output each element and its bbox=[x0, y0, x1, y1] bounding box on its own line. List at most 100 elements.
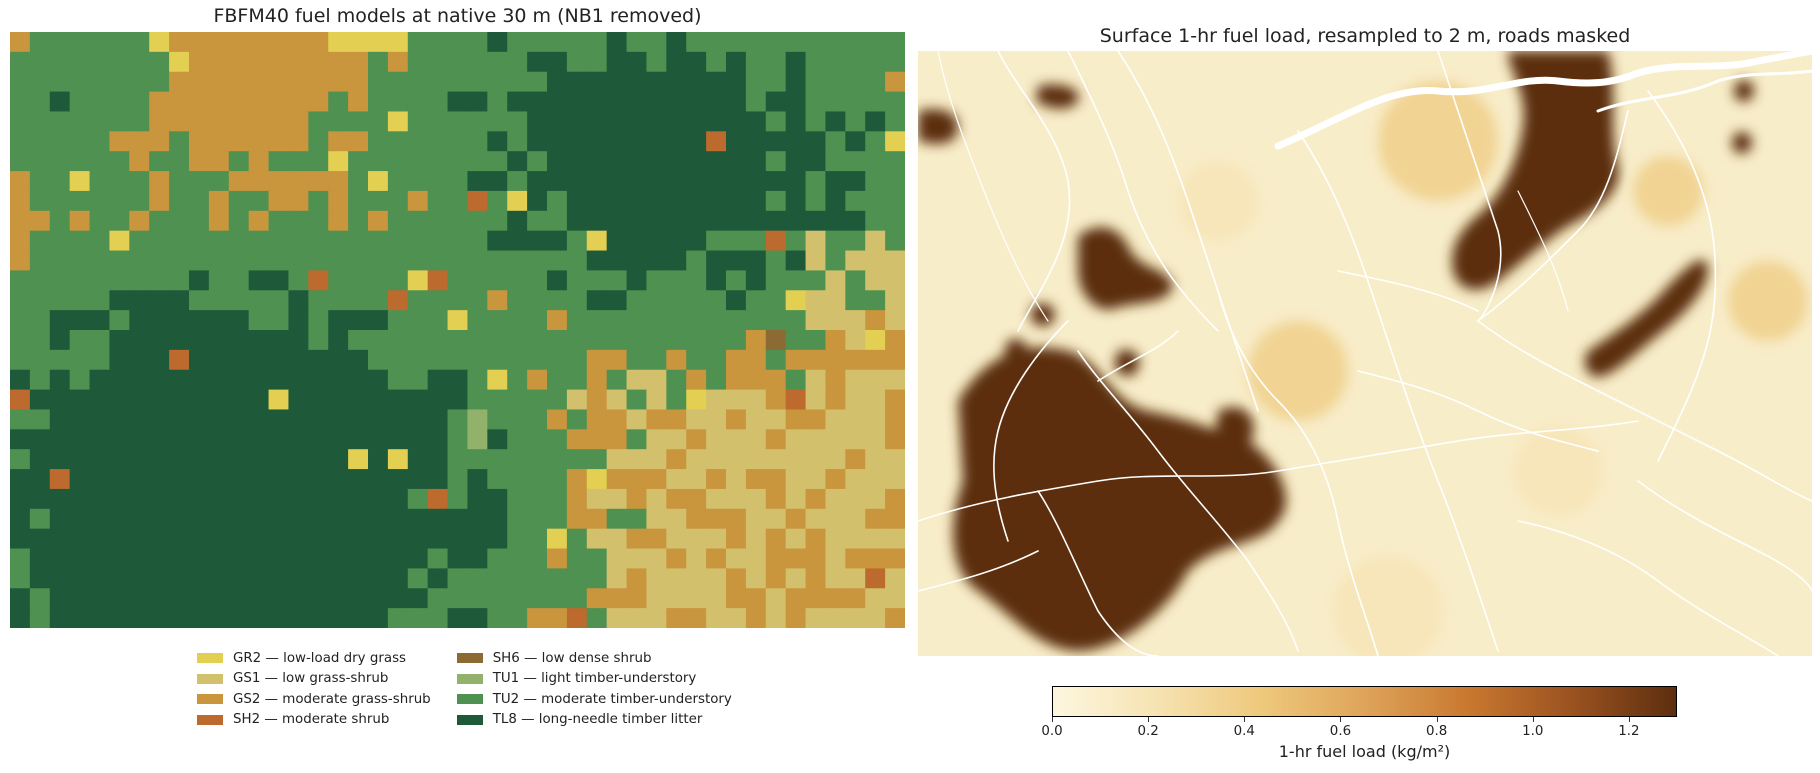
raster-cell bbox=[566, 210, 588, 232]
raster-cell bbox=[169, 151, 190, 172]
raster-cell bbox=[368, 409, 389, 430]
raster-cell bbox=[626, 608, 648, 628]
legend-column-1: GR2 — low-load dry grass GS1 — low grass-… bbox=[197, 648, 431, 730]
raster-cell bbox=[328, 131, 349, 152]
raster-cell bbox=[586, 210, 608, 232]
raster-cell bbox=[49, 568, 71, 589]
raster-cell bbox=[765, 588, 787, 609]
raster-cell bbox=[328, 210, 349, 232]
raster-cell bbox=[49, 429, 71, 450]
raster-cell bbox=[666, 429, 687, 450]
raster-cell bbox=[89, 151, 111, 172]
raster-cell bbox=[527, 190, 548, 212]
raster-cell bbox=[785, 270, 807, 291]
raster-cell bbox=[288, 369, 309, 391]
raster-cell bbox=[745, 528, 767, 550]
legend-swatch bbox=[197, 714, 223, 725]
raster-cell bbox=[706, 151, 727, 172]
raster-cell bbox=[865, 51, 886, 73]
raster-cell bbox=[109, 230, 130, 252]
road-line bbox=[1077, 350, 1299, 652]
raster-cell bbox=[666, 91, 687, 113]
raster-cell bbox=[228, 71, 250, 93]
raster-cell bbox=[308, 230, 329, 252]
raster-cell bbox=[586, 588, 608, 609]
raster-cell bbox=[666, 449, 687, 470]
raster-cell bbox=[467, 449, 488, 470]
raster-cell bbox=[646, 369, 667, 391]
raster-cell bbox=[288, 469, 309, 490]
legend-label: TL8 — long-needle timber litter bbox=[492, 712, 703, 728]
raster-cell bbox=[427, 349, 449, 371]
raster-cell bbox=[785, 111, 807, 132]
raster-cell bbox=[845, 91, 866, 113]
raster-cell bbox=[308, 369, 329, 391]
raster-cell bbox=[527, 449, 548, 470]
raster-cell bbox=[865, 210, 886, 232]
raster-cell bbox=[726, 32, 747, 53]
raster-cell bbox=[248, 429, 270, 450]
raster-cell bbox=[407, 588, 429, 609]
raster-cell bbox=[825, 290, 846, 311]
raster-cell bbox=[328, 270, 349, 291]
raster-cell bbox=[248, 330, 270, 351]
legend-item-sh6: SH6 — low dense shrub bbox=[456, 648, 732, 669]
legend-swatch bbox=[456, 653, 483, 664]
raster-cell bbox=[29, 429, 51, 450]
road-line bbox=[1596, 69, 1812, 113]
raster-cell bbox=[169, 32, 190, 53]
raster-cell bbox=[387, 91, 409, 113]
raster-cell bbox=[308, 151, 329, 172]
raster-cell bbox=[745, 111, 767, 132]
raster-cell bbox=[308, 568, 329, 589]
raster-cell bbox=[586, 91, 608, 113]
raster-cell bbox=[745, 230, 767, 252]
raster-cell bbox=[646, 608, 667, 628]
raster-cell bbox=[765, 528, 787, 550]
raster-cell bbox=[129, 608, 150, 628]
colorbar-tick-mark bbox=[1052, 717, 1053, 722]
raster-cell bbox=[89, 429, 111, 450]
raster-cell bbox=[785, 32, 807, 53]
raster-cell bbox=[189, 548, 210, 569]
raster-cell bbox=[407, 409, 429, 430]
raster-cell bbox=[149, 171, 170, 192]
legend-label: TU1 — light timber-understory bbox=[492, 671, 697, 687]
raster-cell bbox=[865, 111, 886, 132]
raster-cell bbox=[348, 588, 369, 609]
raster-cell bbox=[129, 230, 150, 252]
raster-cell bbox=[387, 310, 409, 331]
raster-cell bbox=[308, 310, 329, 331]
raster-cell bbox=[467, 588, 488, 609]
raster-cell bbox=[427, 51, 449, 73]
raster-cell bbox=[368, 131, 389, 152]
raster-cell bbox=[69, 310, 91, 331]
raster-cell bbox=[368, 310, 389, 331]
raster-cell bbox=[109, 151, 130, 172]
raster-cell bbox=[547, 429, 568, 450]
raster-cell bbox=[726, 488, 747, 510]
raster-cell bbox=[686, 469, 707, 490]
raster-cell bbox=[387, 32, 409, 53]
raster-cell bbox=[586, 488, 608, 510]
raster-cell bbox=[228, 469, 250, 490]
raster-cell bbox=[10, 608, 31, 628]
raster-cell bbox=[328, 568, 349, 589]
raster-cell bbox=[29, 71, 51, 93]
raster-cell bbox=[785, 429, 807, 450]
raster-cell bbox=[69, 151, 91, 172]
raster-cell bbox=[765, 508, 787, 530]
raster-cell bbox=[407, 508, 429, 530]
raster-cell bbox=[845, 270, 866, 291]
road-line bbox=[1274, 51, 1812, 150]
raster-cell bbox=[566, 568, 588, 589]
raster-cell bbox=[387, 449, 409, 470]
raster-cell bbox=[507, 190, 528, 212]
raster-cell bbox=[765, 349, 787, 371]
raster-cell bbox=[785, 608, 807, 628]
raster-cell bbox=[368, 330, 389, 351]
colorbar-tick-mark bbox=[1340, 717, 1342, 722]
raster-cell bbox=[368, 270, 389, 291]
raster-cell bbox=[467, 270, 488, 291]
raster-cell bbox=[885, 409, 905, 430]
